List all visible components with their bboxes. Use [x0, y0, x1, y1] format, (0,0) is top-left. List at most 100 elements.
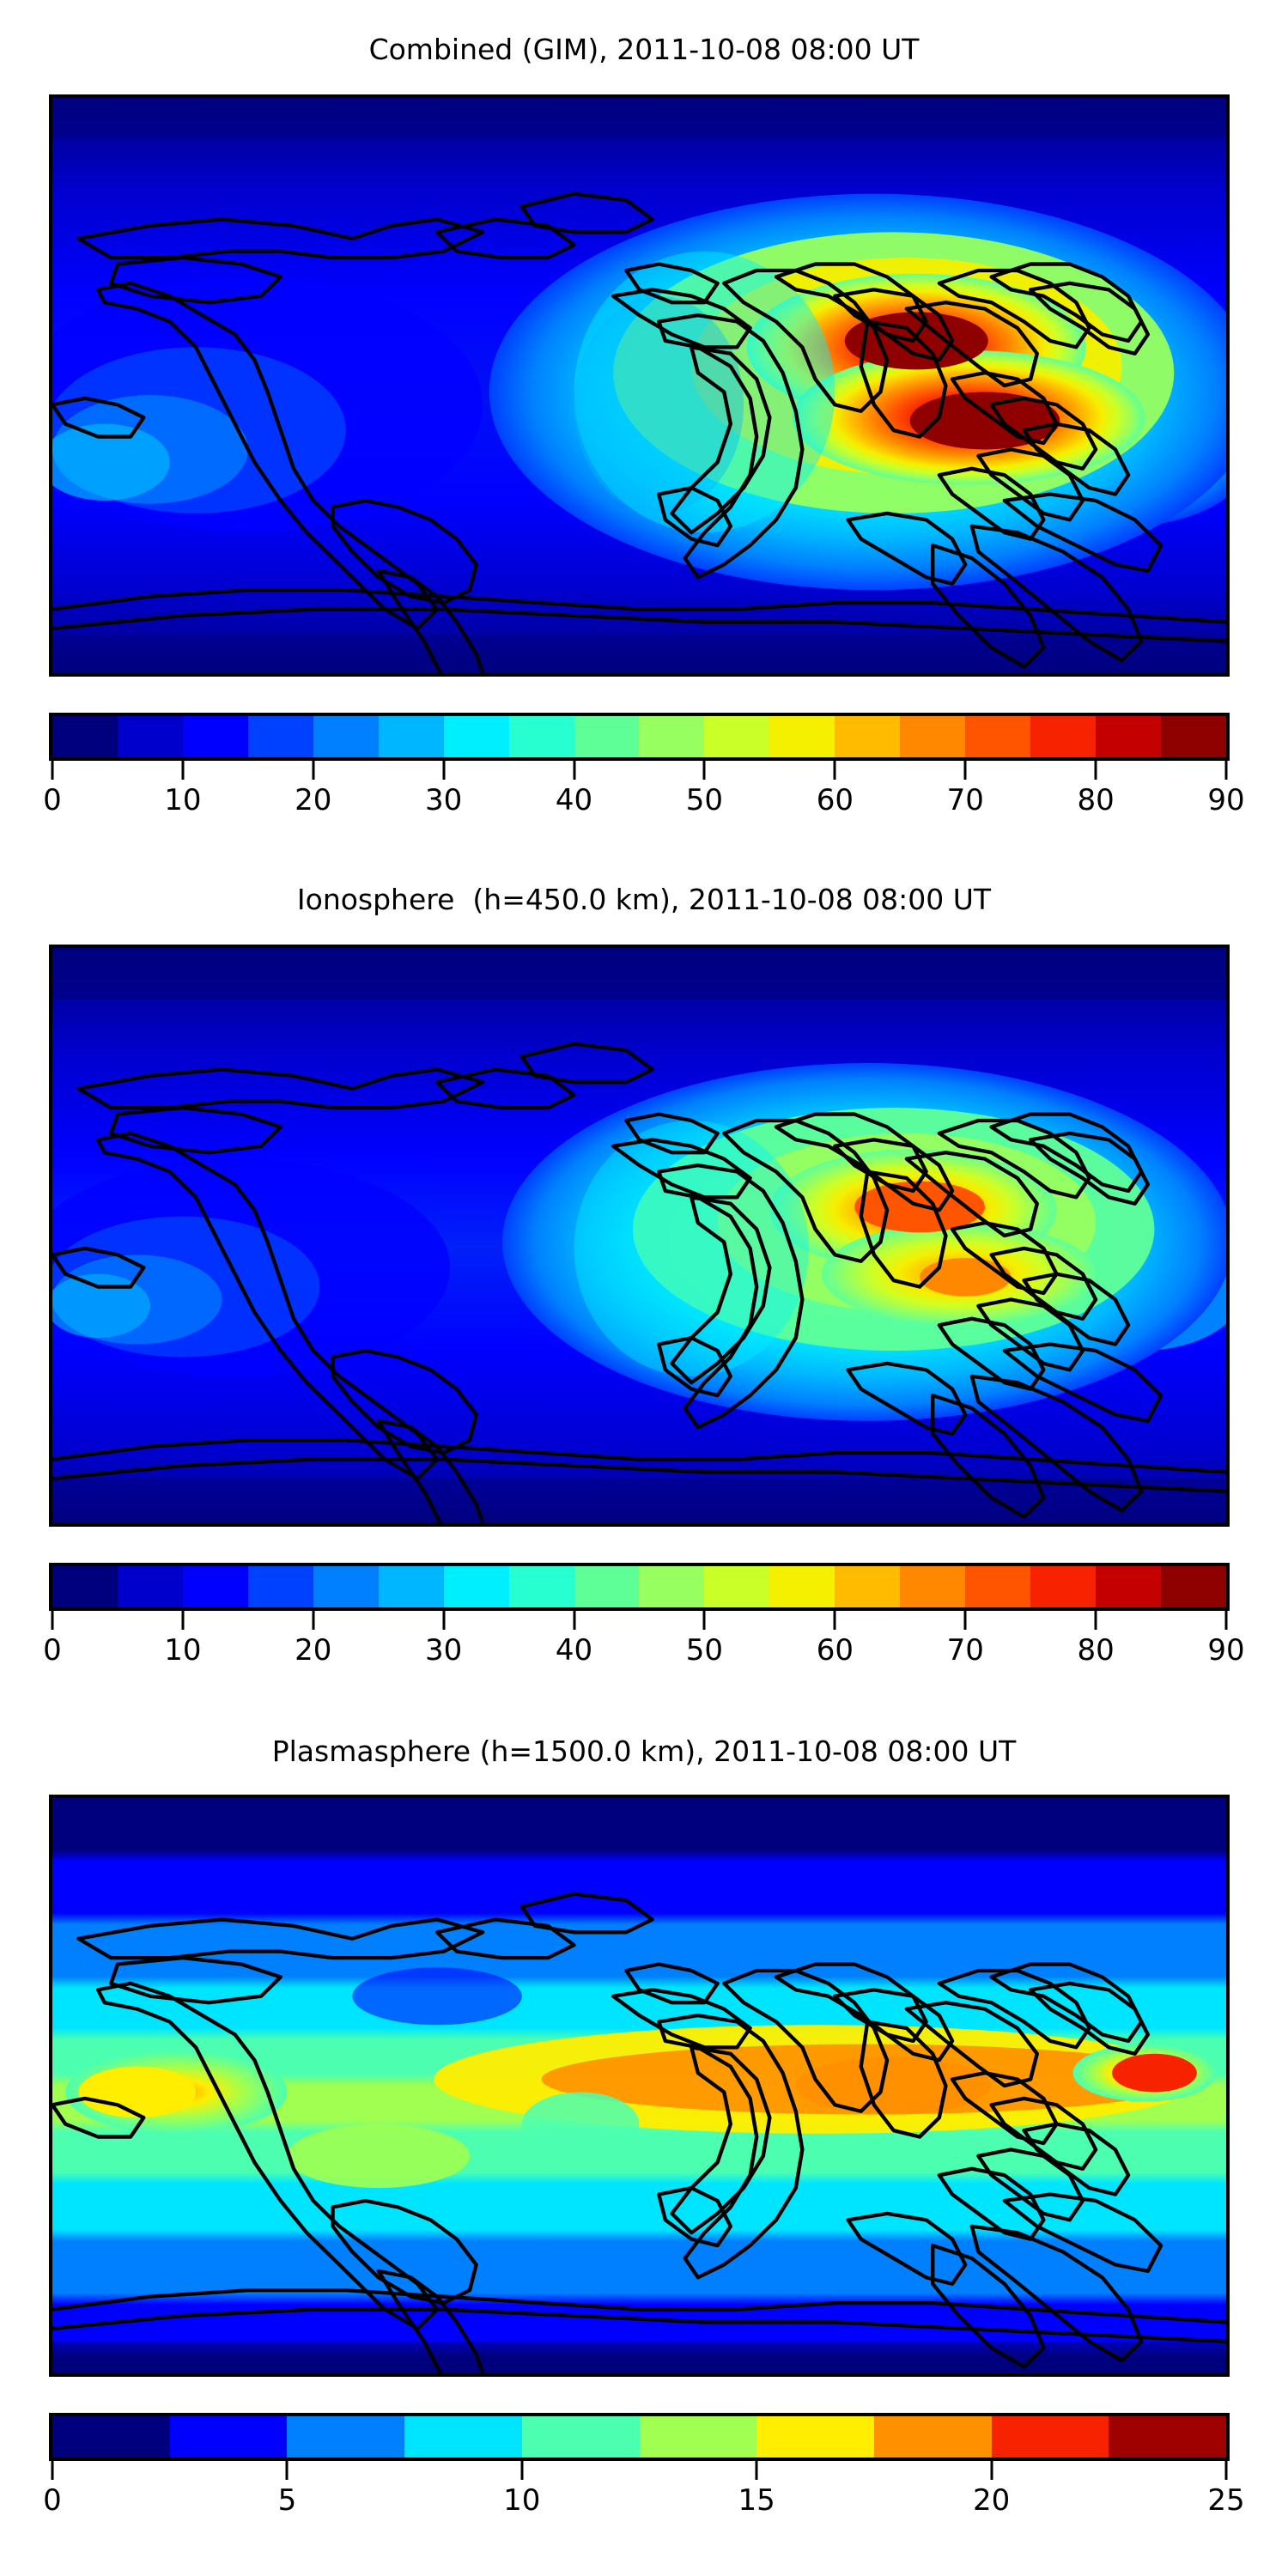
colorbar-band [835, 716, 901, 757]
colorbar-band [900, 1566, 966, 1607]
colorbar-tick [990, 2461, 993, 2480]
colorbar-tick-label: 70 [946, 1633, 984, 1668]
colorbar-tick [833, 761, 836, 780]
map-axes-combined[interactable] [49, 94, 1230, 677]
colorbar-tick [963, 1611, 967, 1630]
colorbar-tick [285, 2461, 289, 2480]
colorbar-tick [1224, 1611, 1228, 1630]
colorbar-tick [573, 1611, 576, 1630]
colorbar-band [1030, 716, 1096, 757]
colorbar-tick [442, 1611, 446, 1630]
colorbar-band [443, 716, 509, 757]
colorbar-tick-label: 15 [738, 2483, 775, 2518]
colorbar-tick-label: 5 [277, 2483, 297, 2518]
colorbar-tick-label: 0 [43, 2483, 62, 2518]
colorbar-band [1160, 716, 1226, 757]
colorbar-band [639, 1566, 705, 1607]
colorbar-band [1096, 1566, 1161, 1607]
colorbar-band [965, 716, 1031, 757]
colorbar-band [313, 1566, 379, 1607]
colorbar-tick [51, 1611, 54, 1630]
colorbar-tick [1094, 761, 1097, 780]
colorbar-band [835, 1566, 901, 1607]
colorbar-band [508, 716, 574, 757]
colorbar-band [169, 2416, 288, 2458]
panel-title-combined: Combined (GIM), 2011-10-08 08:00 UT [368, 33, 920, 66]
colorbar-band [52, 2416, 170, 2458]
colorbar-tick [1224, 761, 1228, 780]
map-axes-ionosphere[interactable] [49, 945, 1230, 1527]
colorbar-band [52, 1566, 118, 1607]
colorbar-band [873, 2416, 992, 2458]
colorbar-tick [181, 761, 185, 780]
colorbar-ticks-ionosphere [49, 1611, 1230, 1630]
colorbar-tick-label: 10 [503, 2483, 541, 2518]
colorbar-tick-label: 10 [164, 1633, 202, 1668]
colorbar-tick [51, 761, 54, 780]
colorbar-band [521, 2416, 640, 2458]
colorbar-combined[interactable] [49, 713, 1230, 761]
map-inner-ionosphere [52, 948, 1226, 1523]
colorbar-tick-label: 60 [816, 783, 854, 817]
colorbar-tick [1094, 1611, 1097, 1630]
colorbar-labels-ionosphere: 0 10 20 30 40 50 60 70 80 90 [43, 1633, 1244, 1673]
colorbar-tick-label: 20 [295, 783, 332, 817]
colorbar-tick [442, 761, 446, 780]
colorbar-tick [312, 1611, 315, 1630]
map-inner-combined [52, 98, 1226, 673]
colorbar-tick [573, 761, 576, 780]
colorbar-band [1030, 1566, 1096, 1607]
colorbar-tick [755, 2461, 758, 2480]
colorbar-band [443, 1566, 509, 1607]
panel-title-ionosphere: Ionosphere (h=450.0 km), 2011-10-08 08:0… [296, 883, 992, 916]
colorbar-tick-label: 10 [164, 783, 202, 817]
panel-title-plasmasphere: Plasmasphere (h=1500.0 km), 2011-10-08 0… [271, 1735, 1017, 1768]
colorbar-tick [963, 761, 967, 780]
colorbar-tick-label: 60 [816, 1633, 854, 1668]
colorbar-band [704, 1566, 770, 1607]
colorbar-tick [520, 2461, 524, 2480]
colorbar-band [769, 716, 835, 757]
colorbar-ionosphere[interactable] [49, 1563, 1230, 1611]
colorbar-band [247, 716, 313, 757]
colorbar-tick-label: 80 [1077, 783, 1115, 817]
map-field-combined [52, 98, 1226, 673]
colorbar-tick-label: 20 [972, 2483, 1011, 2518]
colorbar-tick [702, 1611, 706, 1630]
colorbar-band [991, 2416, 1109, 2458]
panel-ionosphere: Ionosphere (h=450.0 km), 2011-10-08 08:0… [0, 859, 1288, 1717]
colorbar-band [117, 1566, 183, 1607]
colorbar-band [1160, 1566, 1226, 1607]
colorbar-band [639, 716, 705, 757]
colorbar-band [287, 2416, 405, 2458]
colorbar-band [1096, 716, 1161, 757]
colorbar-ticks-plasmasphere [49, 2461, 1230, 2480]
colorbar-tick [312, 761, 315, 780]
colorbar-tick-label: 50 [685, 783, 724, 817]
panel-plasmasphere: Plasmasphere (h=1500.0 km), 2011-10-08 0… [0, 1717, 1288, 2576]
colorbar-tick-label: 70 [946, 783, 984, 817]
colorbar-band [247, 1566, 313, 1607]
colorbar-plasmasphere[interactable] [49, 2413, 1230, 2461]
colorbar-tick [833, 1611, 836, 1630]
colorbar-band [508, 1566, 574, 1607]
colorbar-tick-label: 25 [1207, 2483, 1245, 2518]
colorbar-band [965, 1566, 1031, 1607]
colorbar-tick [181, 1611, 185, 1630]
colorbar-band [769, 1566, 835, 1607]
map-axes-plasmasphere[interactable] [49, 1795, 1230, 2377]
colorbar-band [639, 2416, 757, 2458]
colorbar-tick-label: 80 [1077, 1633, 1115, 1668]
colorbar-band [117, 716, 183, 757]
colorbar-tick-label: 40 [555, 783, 593, 817]
colorbar-tick [702, 761, 706, 780]
colorbar-tick-label: 30 [425, 783, 463, 817]
colorbar-band [574, 716, 640, 757]
colorbar-tick [51, 2461, 54, 2480]
colorbar-tick [1224, 2461, 1228, 2480]
colorbar-band [182, 716, 248, 757]
colorbar-tick-label: 0 [43, 783, 62, 817]
colorbar-tick-label: 90 [1207, 783, 1245, 817]
map-field-ionosphere [52, 948, 1226, 1523]
